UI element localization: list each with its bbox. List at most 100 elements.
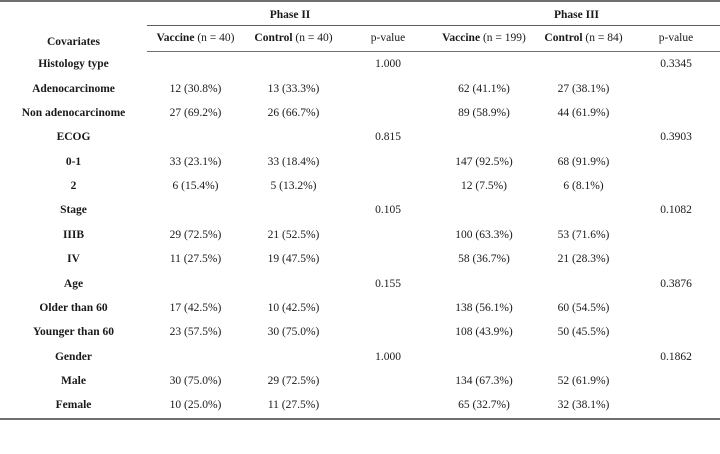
- column-header-phase3-control: Control (n = 84): [535, 25, 632, 52]
- table-row: Male 30 (75.0%) 29 (72.5%) 134 (67.3%) 52 (6…: [0, 369, 720, 393]
- count-percent-cell: 19 (47.5%): [267, 253, 320, 266]
- pvalue-cell: [632, 76, 720, 100]
- count-percent-cell: 21 (52.5%): [267, 228, 320, 241]
- count-percent-cell: [433, 125, 535, 149]
- count-percent-cell: 6 (15.4%): [172, 180, 219, 193]
- count-percent-cell: 27 (69.2%): [169, 106, 222, 119]
- covariate-label: 2: [70, 180, 77, 193]
- pvalue-cell: [632, 223, 720, 247]
- covariate-label: Stage: [60, 204, 87, 217]
- count-percent-cell: 23 (57.5%): [169, 326, 222, 339]
- covariate-label: Non adenocarcinome: [21, 106, 126, 119]
- count-percent-cell: [147, 198, 244, 222]
- count-percent-cell: 33 (23.1%): [169, 155, 222, 168]
- table-row: Female 10 (25.0%) 11 (27.5%) 65 (32.7%) 32 (…: [0, 393, 720, 418]
- column-header-phase3-vaccine-n: (n = 199): [482, 32, 526, 44]
- table-body: Histology type 1.000 0.3345 Adenocarcinome 1…: [0, 52, 720, 419]
- pvalue-cell: 0.155: [375, 277, 401, 290]
- column-header-phase2-control-name: Control: [254, 32, 293, 44]
- count-percent-cell: [244, 52, 343, 77]
- pvalue-cell: [632, 369, 720, 393]
- pvalue-cell: 0.105: [375, 204, 401, 217]
- count-percent-cell: [433, 271, 535, 295]
- table-row: Gender 1.000 0.1862: [0, 345, 720, 369]
- pvalue-cell: [632, 101, 720, 125]
- column-header-phase2-vaccine-n: (n = 40): [197, 32, 235, 44]
- covariate-label: Gender: [54, 350, 93, 363]
- count-percent-cell: 50 (45.5%): [557, 326, 610, 339]
- covariate-label: Older than 60: [39, 301, 108, 314]
- pvalue-cell: [343, 247, 433, 271]
- count-percent-cell: 5 (13.2%): [270, 180, 317, 193]
- count-percent-cell: [535, 271, 632, 295]
- count-percent-cell: [535, 198, 632, 222]
- column-header-phase2-control: Control (n = 40): [244, 25, 343, 52]
- pvalue-cell: [632, 247, 720, 271]
- pvalue-cell: 0.3876: [660, 277, 692, 290]
- count-percent-cell: 11 (27.5%): [267, 399, 320, 412]
- table-row: Adenocarcinome 12 (30.8%) 13 (33.3%) 62 (41…: [0, 76, 720, 100]
- pvalue-cell: 0.1082: [660, 204, 692, 217]
- column-header-phase2-pvalue: p-value: [343, 25, 433, 52]
- pvalue-cell: [632, 174, 720, 198]
- table-row: Histology type 1.000 0.3345: [0, 52, 720, 77]
- table-row: 2 6 (15.4%) 5 (13.2%) 12 (7.5%) 6 (8.1%): [0, 174, 720, 198]
- table-row: IV 11 (27.5%) 19 (47.5%) 58 (36.7%) 21 (28.3…: [0, 247, 720, 271]
- table-row: 0-1 33 (23.1%) 33 (18.4%) 147 (92.5%) 68 (91…: [0, 150, 720, 174]
- count-percent-cell: [244, 125, 343, 149]
- column-header-phase2-vaccine-name: Vaccine: [156, 32, 195, 44]
- count-percent-cell: [433, 345, 535, 369]
- count-percent-cell: 30 (75.0%): [169, 375, 222, 388]
- count-percent-cell: 11 (27.5%): [169, 253, 222, 266]
- pvalue-cell: [343, 223, 433, 247]
- count-percent-cell: 33 (18.4%): [267, 155, 320, 168]
- count-percent-cell: 29 (72.5%): [267, 375, 320, 388]
- count-percent-cell: 52 (61.9%): [557, 375, 610, 388]
- covariate-label: Male: [61, 375, 86, 388]
- pvalue-cell: [343, 150, 433, 174]
- count-percent-cell: 21 (28.3%): [557, 253, 610, 266]
- count-percent-cell: 60 (54.5%): [557, 301, 610, 314]
- pvalue-cell: [343, 296, 433, 320]
- column-header-phase3-vaccine-name: Vaccine: [442, 32, 481, 44]
- covariate-label: Adenocarcinome: [32, 82, 115, 95]
- count-percent-cell: [147, 125, 244, 149]
- count-percent-cell: 17 (42.5%): [169, 301, 222, 314]
- pvalue-cell: 0.3345: [660, 58, 692, 71]
- column-header-phase2-control-n: (n = 40): [295, 32, 333, 44]
- bottom-rule: [0, 417, 720, 421]
- column-header-covariates: Covariates: [46, 35, 100, 48]
- pvalue-cell: [632, 393, 720, 418]
- covariate-label: Age: [63, 277, 84, 290]
- pvalue-cell: 0.3903: [660, 131, 692, 144]
- column-header-phase2-pvalue-label: p-value: [370, 32, 406, 44]
- covariate-label: Histology type: [38, 57, 109, 70]
- count-percent-cell: [244, 271, 343, 295]
- count-percent-cell: [244, 345, 343, 369]
- pvalue-cell: 1.000: [375, 350, 401, 363]
- count-percent-cell: 12 (30.8%): [169, 82, 222, 95]
- count-percent-cell: 100 (63.3%): [455, 228, 513, 241]
- covariate-label: ECOG: [56, 131, 91, 144]
- count-percent-cell: [433, 198, 535, 222]
- pvalue-cell: 0.815: [375, 131, 401, 144]
- pvalue-cell: [632, 320, 720, 344]
- covariate-label: Female: [55, 399, 92, 412]
- group-header-phase-iii: Phase III: [433, 2, 720, 26]
- count-percent-cell: [535, 345, 632, 369]
- group-header-phase-ii: Phase II: [147, 2, 433, 26]
- count-percent-cell: [147, 345, 244, 369]
- covariate-label: Younger than 60: [33, 326, 114, 339]
- column-header-phase3-control-name: Control: [544, 32, 583, 44]
- table-row: ECOG 0.815 0.3903: [0, 125, 720, 149]
- pvalue-cell: [343, 76, 433, 100]
- count-percent-cell: 29 (72.5%): [169, 228, 222, 241]
- pvalue-cell: [632, 296, 720, 320]
- count-percent-cell: 134 (67.3%): [455, 375, 513, 388]
- column-header-row: Vaccine (n = 40) Control (n = 40) p-valu…: [0, 25, 720, 52]
- count-percent-cell: 65 (32.7%): [458, 399, 510, 412]
- table-row: Stage 0.105 0.1082: [0, 198, 720, 222]
- table-row: Age 0.155 0.3876: [0, 271, 720, 295]
- count-percent-cell: [433, 52, 535, 77]
